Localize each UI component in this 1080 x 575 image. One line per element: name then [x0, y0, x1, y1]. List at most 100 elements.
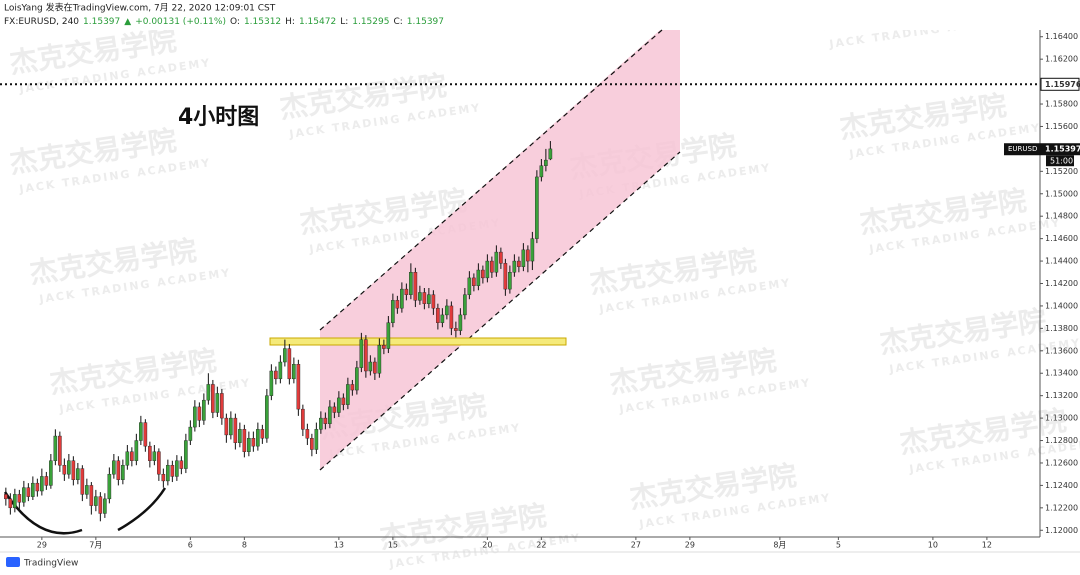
- channel-lower: [319, 151, 681, 471]
- candle-body: [58, 435, 62, 466]
- candle-body: [35, 482, 40, 492]
- candle-body: [229, 417, 233, 436]
- header-part: +0.00131 (+0.11%): [135, 17, 226, 27]
- y-tick-label: 1.15000: [1045, 189, 1078, 198]
- candle-body: [139, 422, 143, 441]
- candle-body: [512, 260, 517, 273]
- candle-body: [148, 445, 152, 461]
- annotation: 4小时图: [178, 105, 259, 130]
- y-tick-label: 1.12400: [1045, 481, 1078, 490]
- candle-body: [94, 496, 98, 506]
- header-line2: FX:EURUSD, 240 1.15397 ▲ +0.00131 (+0.11%) O…: [4, 17, 444, 27]
- candle-body: [409, 272, 413, 295]
- last-price-tag: [1004, 143, 1080, 156]
- candle-body: [170, 465, 175, 477]
- candle-body: [53, 435, 58, 461]
- x-tick-label: 8月: [773, 541, 786, 550]
- candle-body: [4, 494, 8, 500]
- header-part: 1.15312: [244, 17, 281, 27]
- candle-body: [292, 364, 296, 380]
- x-tick-label: 7月: [89, 541, 102, 550]
- candle-body: [454, 328, 458, 331]
- candle-body: [517, 260, 521, 267]
- candle-body: [17, 494, 22, 503]
- y-tick-label: 1.13800: [1045, 324, 1078, 333]
- candle-body: [89, 485, 94, 506]
- candle-body: [319, 417, 323, 430]
- candle-body: [260, 429, 265, 439]
- candle-body: [548, 148, 553, 160]
- candle-body: [544, 159, 548, 166]
- y-tick-label: 1.15600: [1045, 122, 1078, 131]
- candle-body: [184, 440, 188, 469]
- candle-body: [152, 451, 157, 461]
- candle-body: [157, 451, 161, 475]
- candle-body: [359, 339, 364, 368]
- candle-body: [472, 277, 476, 286]
- channel-upper: [319, 29, 663, 331]
- candle-body: [121, 465, 125, 480]
- candle-body: [350, 384, 355, 391]
- y-tick-label: 1.13000: [1045, 414, 1078, 423]
- x-tick-label: 13: [334, 541, 344, 550]
- countdown: 51:00: [1050, 157, 1073, 166]
- x-tick-label: 15: [388, 541, 398, 550]
- candle-body: [503, 263, 508, 290]
- candle-body: [233, 417, 238, 443]
- candle-body: [431, 294, 436, 309]
- x-tick-label: 12: [982, 541, 992, 550]
- candle-body: [22, 487, 26, 503]
- header-part: 1.15295: [352, 17, 389, 27]
- candle-body: [310, 438, 314, 450]
- brand-logo: TradingView: [6, 557, 78, 569]
- x-tick-label: 20: [482, 541, 492, 550]
- candle-body: [305, 429, 310, 439]
- channel-fill: [320, 30, 680, 470]
- candle-body: [382, 344, 386, 349]
- candle-body: [265, 395, 269, 439]
- y-tick-label: 1.12200: [1045, 503, 1078, 512]
- header-line1: LoisYang 发表在TradingView.com, 7月 22, 2020…: [4, 2, 276, 14]
- candle-body: [269, 370, 274, 396]
- candle-body: [296, 364, 301, 410]
- candle-body: [521, 249, 526, 267]
- logo-icon: [6, 557, 20, 567]
- candle-body: [85, 485, 89, 495]
- candle-body: [490, 260, 494, 273]
- header-part: 1.15397: [83, 17, 120, 27]
- candle-body: [40, 476, 44, 492]
- last-price-label: 1.15397: [1045, 145, 1080, 154]
- x-tick-label: 5: [836, 541, 841, 550]
- candle-body: [458, 314, 463, 331]
- y-tick-label: 1.14600: [1045, 234, 1078, 243]
- x-tick-label: 22: [536, 541, 546, 550]
- candle-body: [67, 460, 71, 475]
- candle-body: [422, 292, 427, 304]
- x-tick-label: 29: [685, 541, 695, 550]
- candle-body: [143, 422, 148, 447]
- candle-body: [202, 399, 206, 421]
- candle-body: [427, 294, 431, 304]
- candle-body: [400, 288, 404, 309]
- candle-body: [188, 426, 193, 441]
- candle-body: [175, 460, 179, 477]
- candle-body: [494, 251, 499, 273]
- candle-body: [391, 300, 395, 323]
- candle-body: [247, 438, 251, 452]
- candle-body: [31, 482, 35, 497]
- y-tick-label: 1.16400: [1045, 32, 1078, 41]
- candle-body: [373, 361, 377, 374]
- x-tick-label: 27: [631, 541, 641, 550]
- brand-text: TradingView: [23, 559, 78, 569]
- candle-body: [251, 438, 256, 447]
- y-tick-label: 1.14800: [1045, 212, 1078, 221]
- candle-body: [125, 451, 130, 466]
- candle-body: [98, 496, 103, 514]
- candle-body: [395, 300, 400, 309]
- candle-body: [256, 429, 260, 447]
